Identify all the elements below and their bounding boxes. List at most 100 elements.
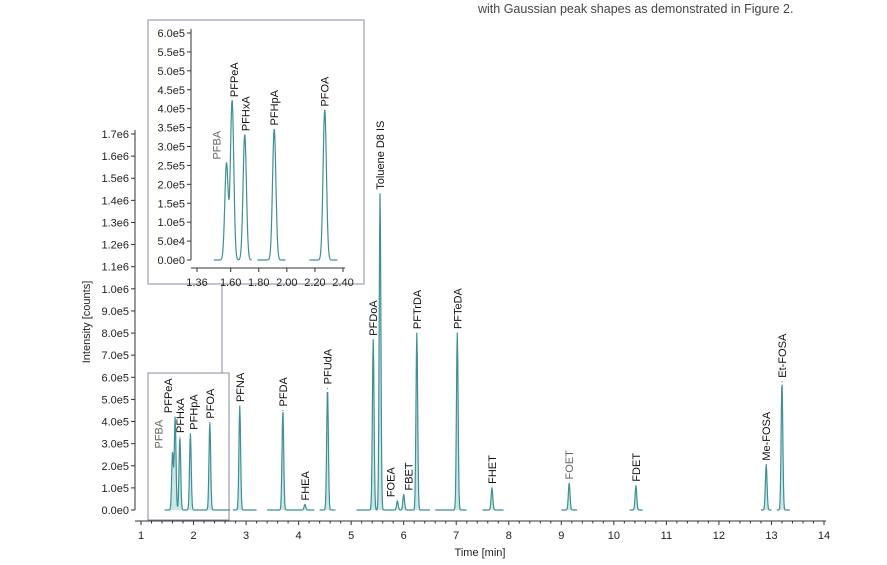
y-tick-label: 1.2e6 <box>101 240 129 252</box>
peak-apex <box>379 193 381 195</box>
peak-apex <box>491 487 493 489</box>
peak-apex <box>403 493 405 496</box>
peak-label: Me-FOSA <box>761 411 773 461</box>
y-tick-label: 0.0e0 <box>101 505 129 517</box>
y-tick-label: 2.0e5 <box>157 179 185 191</box>
x-tick-label: 8 <box>506 530 512 542</box>
x-tick-label: 5 <box>348 530 354 542</box>
y-tick-label: 4.0e5 <box>101 417 129 429</box>
y-tick-label: 6.0e5 <box>101 372 129 384</box>
peak-apex <box>635 485 637 487</box>
peak-label: FOEA <box>385 467 397 498</box>
y-tick-label: 3.5e5 <box>157 123 185 135</box>
peak-apex <box>174 416 176 418</box>
peak-label: PFOA <box>205 388 217 419</box>
chromatogram-trace <box>319 392 336 511</box>
chromatogram-trace <box>356 193 430 511</box>
trace-fill <box>435 333 467 510</box>
trace-fill <box>629 485 643 510</box>
peak-apex <box>456 332 458 334</box>
y-tick-label: 1.6e6 <box>101 151 129 163</box>
chromatogram-trace <box>629 485 643 511</box>
y-tick-label: 8.0e5 <box>101 328 129 340</box>
peak-apex <box>225 162 228 165</box>
peak-label: Et-FOSA <box>777 333 789 378</box>
peak-apex <box>304 503 306 506</box>
peak-label: PFTrDA <box>412 289 424 329</box>
trace-fill <box>232 406 257 510</box>
peak-label: PFHpA <box>188 394 200 430</box>
peak-apex <box>282 409 284 412</box>
y-tick-label: 9.0e5 <box>101 306 129 318</box>
peak-label: FOET <box>564 450 576 480</box>
peak-label: PFBA <box>211 130 223 159</box>
peak-label: PFHpA <box>269 89 281 125</box>
x-tick-label: 3 <box>243 530 249 542</box>
x-axis-label: Time [min] <box>455 547 506 559</box>
peak-apex <box>273 128 275 131</box>
y-tick-label: 1.0e6 <box>101 284 129 296</box>
peak-apex <box>239 405 241 407</box>
peak-label: PFOA <box>320 76 332 107</box>
x-tick-label: 10 <box>608 530 620 542</box>
y-tick-label: 1.4e6 <box>101 195 129 207</box>
peak-label: FHET <box>487 455 499 484</box>
peak-label: PFDoA <box>368 300 380 336</box>
peak-label: PFTeDA <box>452 287 464 329</box>
chromatogram-trace <box>561 483 578 511</box>
chromatogram-trace <box>232 406 257 511</box>
peak-label: FHEA <box>300 470 312 500</box>
chromatogram-trace <box>213 99 252 261</box>
peak-apex <box>324 109 326 112</box>
peak-label: PFBA <box>154 419 166 448</box>
peak-label: PFPeA <box>163 378 175 414</box>
peak-apex <box>396 500 398 502</box>
y-tick-label: 1.7e6 <box>101 129 129 141</box>
x-tick-label: 1 <box>138 530 144 542</box>
x-tick-label: 14 <box>818 530 830 542</box>
chromatogram-trace <box>267 412 315 511</box>
y-tick-label: 7.0e5 <box>101 350 129 362</box>
peak-apex <box>231 100 233 102</box>
peak-apex <box>781 381 783 383</box>
x-tick-label: 2.00 <box>276 277 297 289</box>
trace-fill <box>356 193 430 510</box>
y-tick-label: 1.1e6 <box>101 262 129 274</box>
chromatogram-trace <box>776 384 790 511</box>
zoom-region-box <box>147 372 230 521</box>
x-tick-label: 11 <box>661 530 672 542</box>
peak-label: FBET <box>404 462 416 490</box>
x-tick-label: 2.40 <box>332 277 353 289</box>
y-tick-label: 5.0e5 <box>157 66 185 78</box>
y-tick-label: 4.0e5 <box>157 104 185 116</box>
trace-fill <box>561 484 578 510</box>
peak-apex <box>416 332 418 334</box>
peak-label: PFDA <box>278 376 290 406</box>
y-tick-label: 2.5e5 <box>157 160 185 172</box>
y-tick-label: 3.0e5 <box>157 142 185 154</box>
x-tick-label: 12 <box>713 530 725 542</box>
peak-apex <box>568 482 570 485</box>
chromatogram-trace <box>257 128 286 261</box>
peak-label: PFHxA <box>175 398 187 434</box>
peak-apex <box>209 422 211 424</box>
y-tick-label: 1.5e6 <box>101 173 129 185</box>
y-tick-label: 1.5e5 <box>157 198 185 210</box>
peak-apex <box>244 134 246 136</box>
chromatogram-trace <box>482 487 504 511</box>
x-tick-label: 1.60 <box>220 277 241 289</box>
peak-label: PFUdA <box>323 348 335 384</box>
peak-apex <box>189 433 191 435</box>
chromatogram-trace <box>435 333 467 511</box>
peak-label: PFHxA <box>241 96 253 132</box>
peak-label: PFNA <box>235 372 247 402</box>
x-tick-label: 4 <box>296 530 302 542</box>
y-tick-label: 2.0e5 <box>101 461 129 473</box>
x-tick-label: 13 <box>765 530 777 542</box>
y-tick-label: 0.0e0 <box>157 255 185 267</box>
chromatogram-trace <box>164 417 231 511</box>
peak-apex <box>326 387 329 389</box>
peak-label: Toluene D8 IS <box>375 121 387 190</box>
chromatogram-trace <box>309 108 338 261</box>
